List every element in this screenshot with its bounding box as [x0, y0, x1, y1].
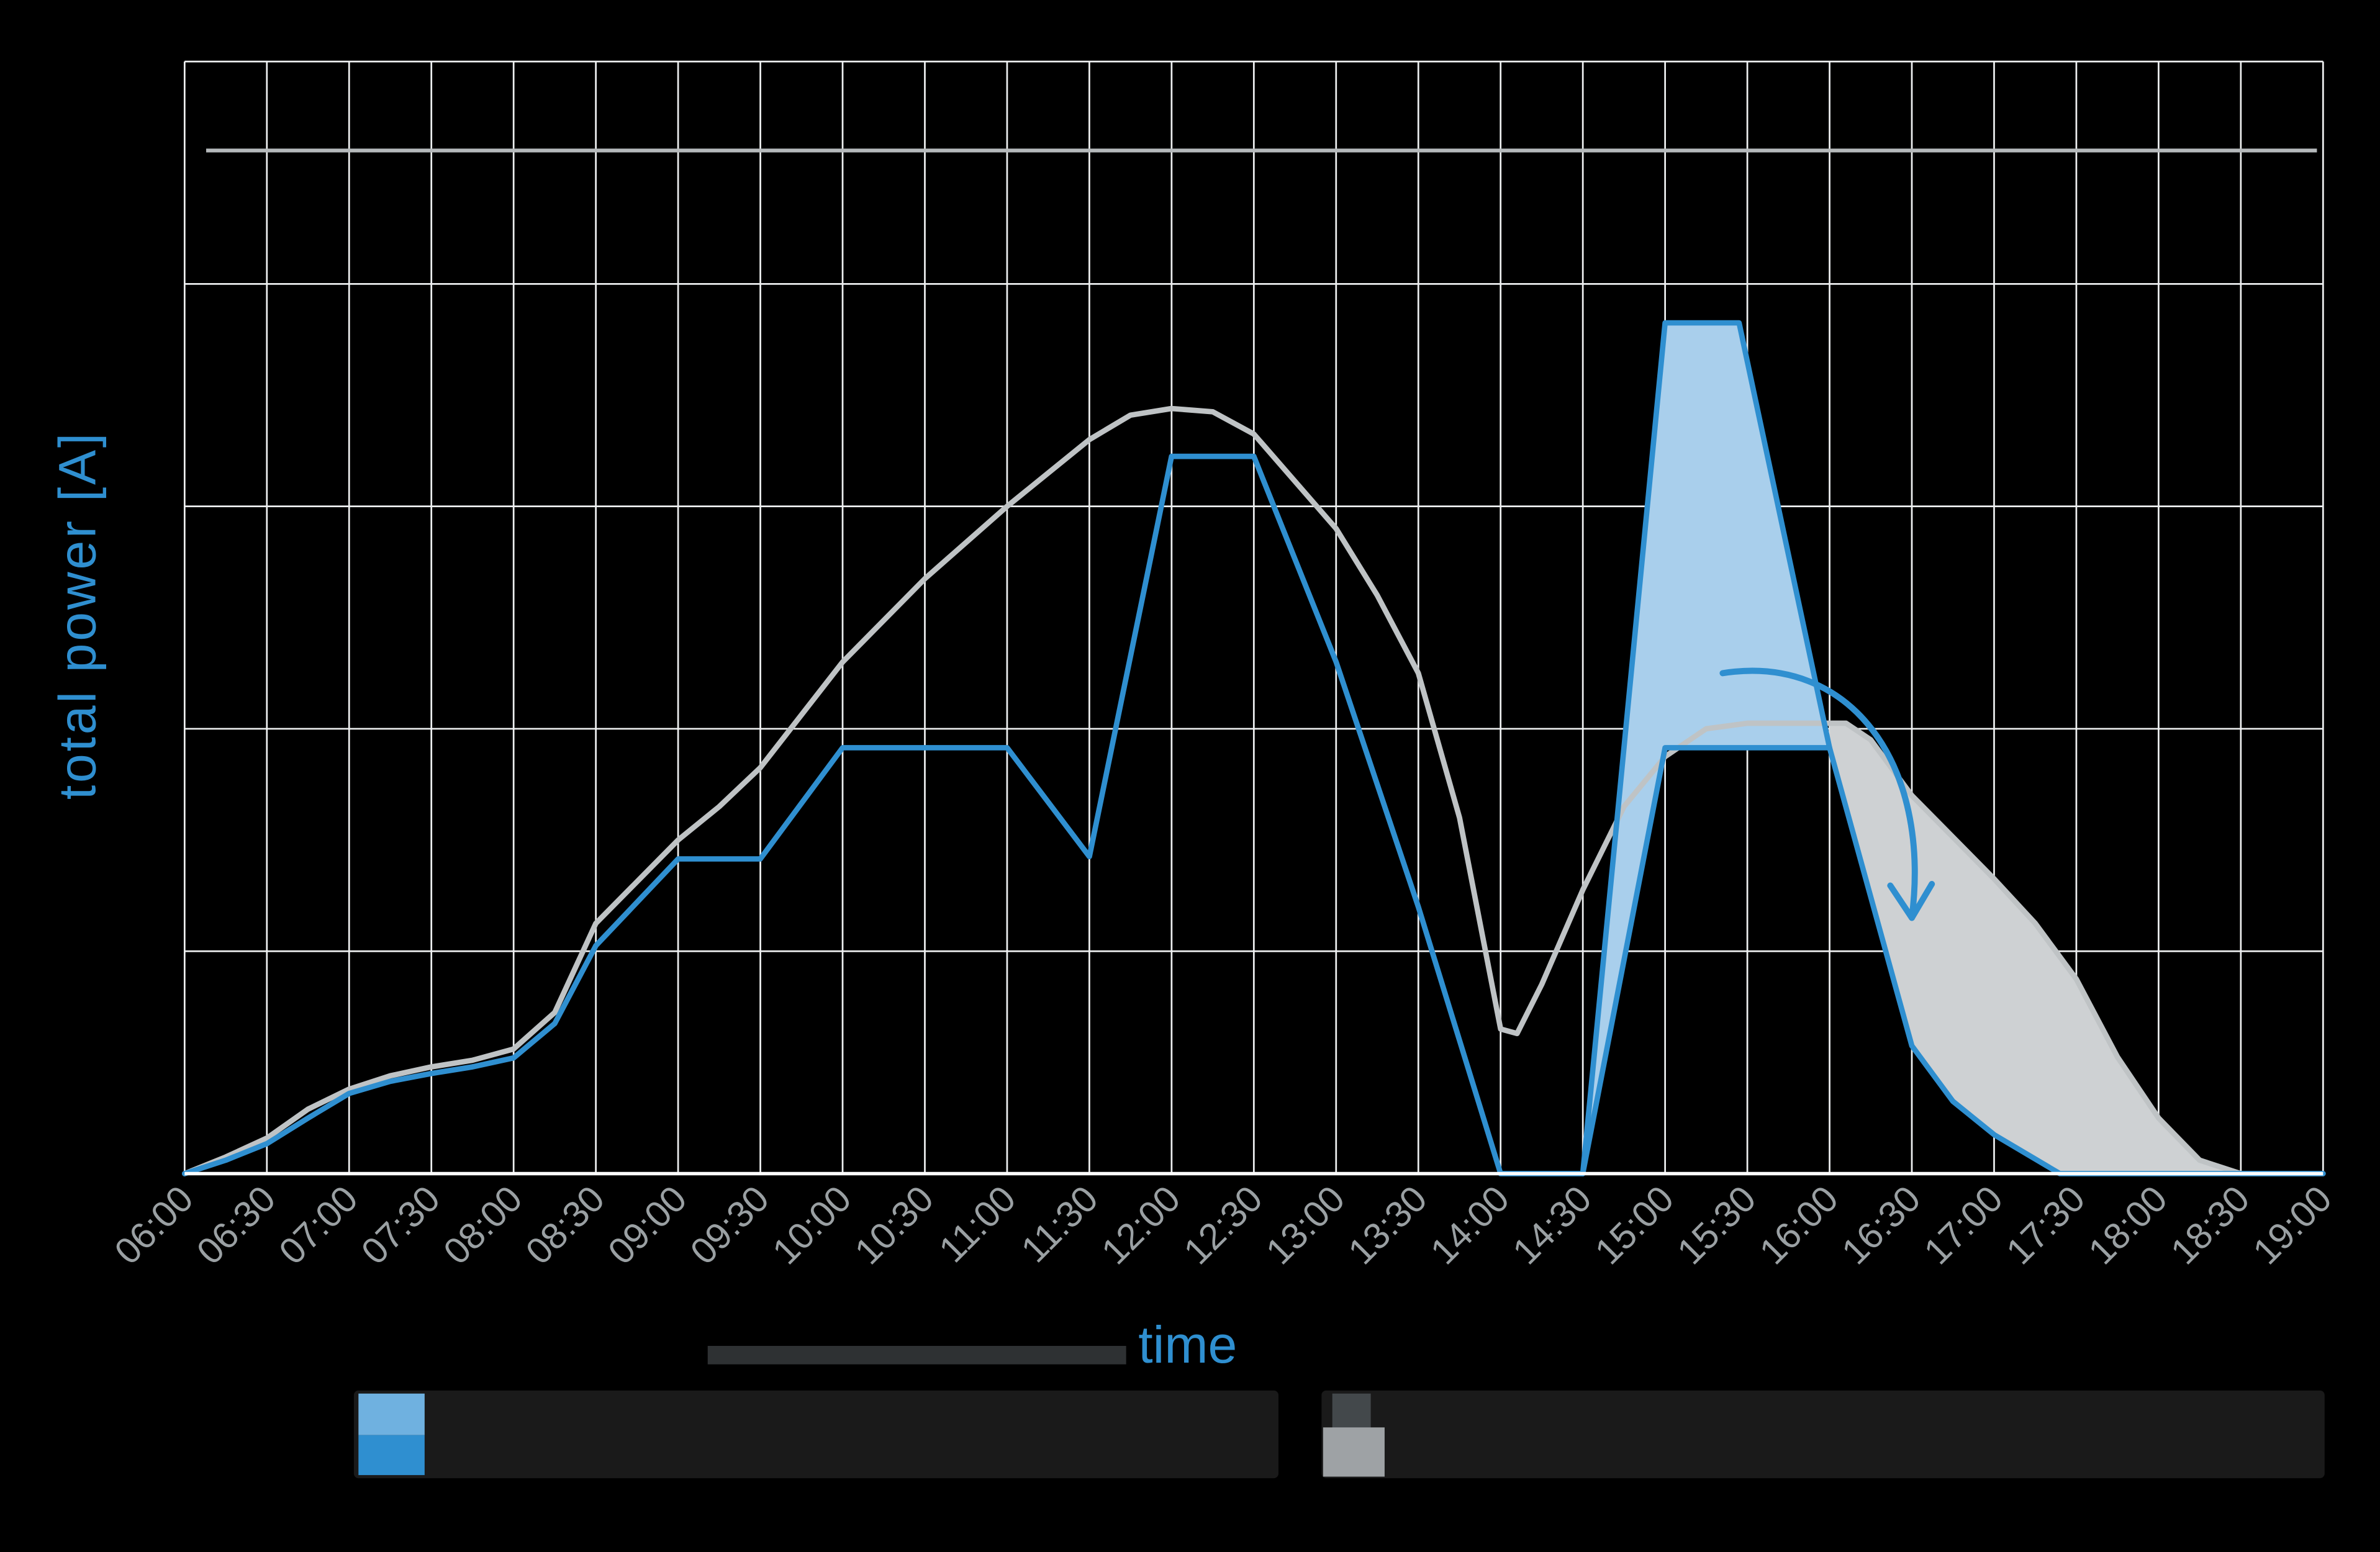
x-tick-label: 07:30	[353, 1178, 448, 1273]
series-building-load	[181, 405, 2326, 1176]
x-tick-label: 12:00	[1093, 1178, 1188, 1273]
x-tick-label: 06:00	[106, 1178, 201, 1273]
x-tick-label: 09:30	[682, 1178, 777, 1273]
y-axis-title: total power [A]	[48, 431, 107, 800]
legend-swatch-icon	[358, 1435, 425, 1476]
x-tick-label: 12:30	[1175, 1178, 1270, 1273]
x-tick-label: 08:00	[435, 1178, 530, 1273]
legend-entry	[1321, 1390, 2325, 1479]
series-ev-charging-optimized	[1580, 745, 1832, 1176]
x-tick-label: 06:30	[189, 1178, 284, 1273]
x-tick-label: 14:30	[1504, 1178, 1599, 1273]
x-tick-label: 17:00	[1916, 1178, 2011, 1273]
x-tick-label: 13:30	[1340, 1178, 1435, 1273]
legend-swatch-icon	[358, 1393, 425, 1435]
x-tick-label: 13:00	[1258, 1178, 1353, 1273]
legend	[353, 1390, 2325, 1479]
x-tick-label: 15:30	[1669, 1178, 1764, 1273]
x-tick-label: 14:00	[1423, 1178, 1518, 1273]
x-tick-label: 18:00	[2080, 1178, 2175, 1273]
legend-entry-box	[1321, 1390, 2325, 1479]
fill-shifted-energy-source	[1583, 323, 1830, 1174]
shift-arrow-head-icon	[1887, 881, 1935, 921]
x-tick-label: 10:00	[764, 1178, 859, 1273]
x-tick-label: 08:30	[518, 1178, 613, 1273]
legend-entry	[353, 1390, 1278, 1479]
caption-bar	[707, 1345, 1126, 1365]
x-tick-label: 07:00	[271, 1178, 366, 1273]
series-ev-charging	[181, 320, 2326, 1176]
x-tick-label: 17:30	[1998, 1178, 2093, 1273]
legend-swatch-icon	[1332, 1393, 1371, 1432]
x-tick-label: 19:00	[2245, 1178, 2340, 1273]
x-axis-title: time	[1138, 1315, 1237, 1374]
x-tick-label: 16:00	[1752, 1178, 1847, 1273]
shift-arrow-icon	[1719, 667, 1918, 921]
x-tick-label: 15:00	[1587, 1178, 1682, 1273]
legend-entry-box	[353, 1390, 1278, 1479]
x-tick-label: 11:00	[931, 1178, 1023, 1270]
x-tick-label: 10:30	[846, 1178, 941, 1273]
x-tick-label: 09:00	[600, 1178, 695, 1273]
fill-shifted-energy-target	[1829, 723, 2241, 1174]
x-tick-label: 18:30	[2163, 1178, 2258, 1273]
x-tick-label: 16:30	[1834, 1178, 1929, 1273]
x-tick-label: 11:30	[1013, 1178, 1105, 1270]
legend-swatch-icon	[1323, 1427, 1385, 1477]
